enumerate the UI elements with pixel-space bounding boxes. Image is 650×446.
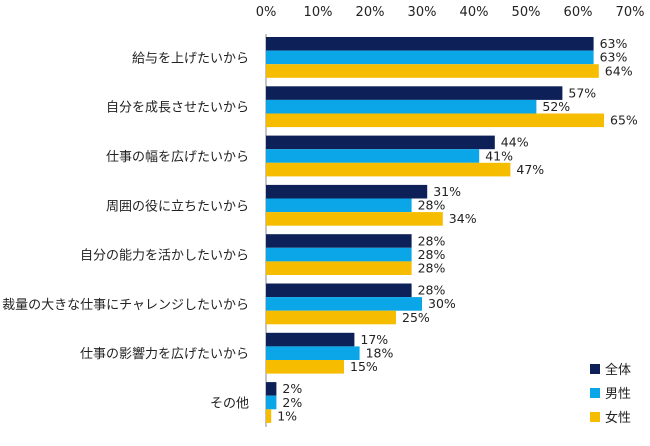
bar: [266, 360, 344, 374]
value-label: 2%: [282, 381, 302, 396]
x-tick-label: 0%: [256, 5, 277, 20]
bar: [266, 409, 272, 423]
bar: [266, 395, 277, 410]
bar: [266, 346, 360, 360]
bar: [266, 50, 594, 65]
category-label: 仕事の幅を広げたいから: [106, 150, 249, 165]
value-label: 1%: [277, 408, 297, 423]
value-label: 63%: [600, 50, 628, 65]
bar: [266, 247, 412, 262]
bar: [266, 310, 396, 325]
bar: [266, 135, 495, 150]
x-tick-label: 50%: [512, 5, 541, 20]
legend-label: 男性: [605, 387, 631, 402]
value-label: 52%: [542, 99, 570, 114]
value-label: 64%: [605, 63, 633, 78]
value-label: 2%: [282, 395, 302, 410]
bar: [266, 212, 443, 226]
value-label: 28%: [418, 247, 446, 262]
value-label: 28%: [418, 198, 446, 213]
value-label: 15%: [350, 359, 378, 374]
value-label: 31%: [433, 184, 461, 199]
value-label: 28%: [418, 261, 446, 276]
value-label: 41%: [485, 148, 513, 163]
bar: [266, 283, 412, 298]
bar: [266, 113, 604, 128]
bar: [266, 297, 422, 311]
x-tick-label: 30%: [408, 5, 437, 20]
x-tick-label: 20%: [356, 5, 385, 20]
bar: [266, 149, 480, 163]
x-tick-label: 40%: [460, 5, 489, 20]
value-label: 57%: [568, 85, 596, 100]
bar: [266, 234, 412, 248]
bar: [266, 64, 599, 78]
value-label: 34%: [449, 211, 477, 226]
value-label: 17%: [360, 332, 388, 347]
bar: [266, 332, 355, 347]
category-label: 仕事の影響力を広げたいから: [80, 346, 249, 362]
value-label: 28%: [418, 283, 446, 298]
bar: [266, 37, 594, 51]
category-label: 給与を上げたいから: [132, 51, 249, 66]
value-label: 28%: [418, 233, 446, 248]
bar: [266, 184, 428, 199]
bar: [266, 382, 277, 396]
value-label: 25%: [402, 310, 430, 325]
x-tick-label: 70%: [616, 5, 645, 20]
bar: [266, 86, 563, 100]
value-label: 65%: [610, 113, 638, 128]
x-tick-label: 60%: [564, 5, 593, 20]
bar: [266, 162, 511, 177]
category-label: 周囲の役に立ちたいから: [106, 199, 249, 214]
legend-swatch: [590, 364, 600, 374]
value-label: 30%: [428, 296, 456, 311]
value-label: 18%: [366, 346, 394, 361]
value-label: 63%: [600, 36, 628, 51]
bar: [266, 198, 412, 213]
category-label: 自分を成長させたいから: [106, 101, 249, 116]
legend-label: 全体: [605, 362, 631, 378]
value-label: 44%: [501, 135, 529, 150]
bar: [266, 99, 537, 114]
category-label: 自分の能力を活かしたいから: [80, 249, 249, 264]
value-label: 47%: [516, 162, 544, 177]
x-tick-label: 10%: [304, 5, 333, 20]
category-label: 裁量の大きな仕事にチャレンジしたいから: [2, 297, 249, 313]
legend-label: 女性: [605, 410, 631, 426]
legend-swatch: [590, 412, 600, 422]
category-label: その他: [210, 397, 249, 412]
bar: [266, 261, 412, 275]
legend-swatch: [590, 388, 600, 398]
